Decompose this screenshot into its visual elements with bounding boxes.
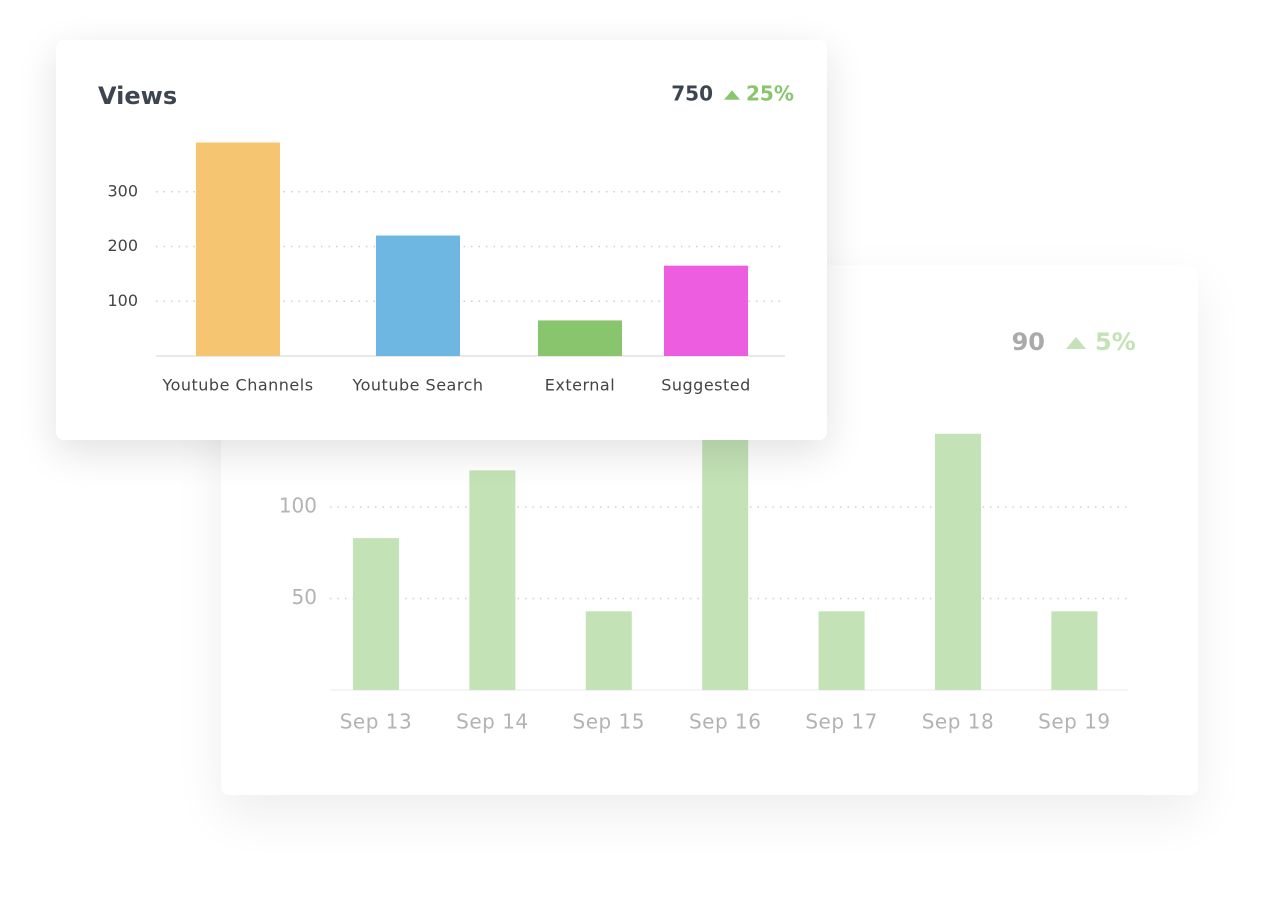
bar bbox=[1051, 611, 1098, 690]
bar bbox=[376, 235, 460, 356]
bar bbox=[585, 611, 632, 690]
x-tick-label: Sep 13 bbox=[340, 710, 413, 734]
x-tick-label: Sep 19 bbox=[1038, 710, 1111, 734]
change-value: 5% bbox=[1095, 328, 1136, 356]
y-tick-label: 100 bbox=[279, 494, 317, 518]
headline-value: 750 bbox=[671, 82, 713, 106]
views-chart: Views 750 25% 100 200 300 Youtube Channels Yout… bbox=[98, 82, 794, 395]
headline-value: 90 bbox=[1012, 328, 1045, 356]
bar bbox=[196, 142, 280, 356]
x-tick-label: Suggested bbox=[661, 376, 751, 395]
x-tick-label: Sep 15 bbox=[573, 710, 646, 734]
x-tick-label: Youtube Channels bbox=[161, 376, 313, 395]
bar bbox=[702, 424, 749, 690]
x-tick-label: Youtube Search bbox=[351, 376, 483, 395]
x-tick-label: Sep 16 bbox=[689, 710, 762, 734]
y-tick-label: 300 bbox=[107, 181, 138, 200]
y-tick-label: 100 bbox=[107, 291, 138, 310]
up-arrow bbox=[1066, 337, 1086, 349]
x-tick-label: Sep 14 bbox=[456, 710, 529, 734]
y-tick-label: 50 bbox=[292, 585, 317, 609]
bar bbox=[664, 265, 748, 356]
x-tick-label: Sep 18 bbox=[922, 710, 995, 734]
x-tick-label: External bbox=[545, 376, 615, 395]
y-tick-label: 200 bbox=[107, 236, 138, 255]
up-arrow bbox=[724, 90, 740, 100]
bar bbox=[353, 538, 399, 690]
views-card: Views 750 25% 100 200 300 Youtube Channels Yout… bbox=[56, 40, 827, 440]
bar bbox=[818, 611, 865, 690]
change-value: 25% bbox=[746, 82, 794, 106]
bar bbox=[469, 470, 516, 690]
bar bbox=[935, 433, 981, 690]
daily-chart: 90 5% 50 100 Sep 13 Sep 14 Sep 15 Sep 16 Sep 17 S… bbox=[279, 328, 1136, 734]
x-tick-label: Sep 17 bbox=[805, 710, 878, 734]
bar bbox=[538, 320, 622, 356]
chart-title: Views bbox=[98, 82, 177, 110]
